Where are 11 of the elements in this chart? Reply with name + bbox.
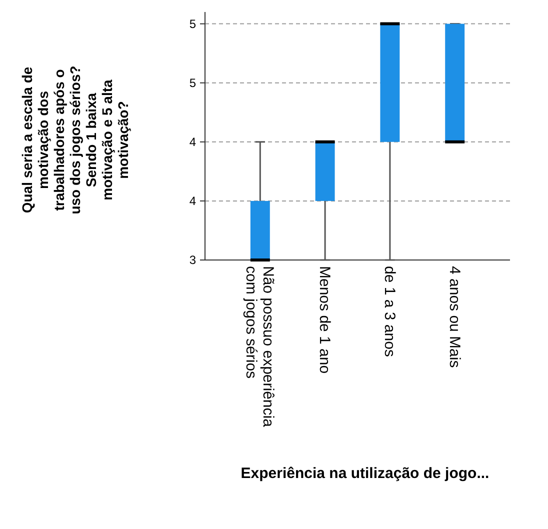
y-tick-label: 4 xyxy=(189,194,196,208)
x-tick-label: Menos de 1 ano xyxy=(316,266,334,374)
x-tick-label: 4 anos ou Mais xyxy=(446,266,463,368)
y-tick-label: 5 xyxy=(189,17,196,32)
y-tick-label: 5 xyxy=(189,76,196,90)
y-tick-label: 3 xyxy=(189,253,196,268)
x-tick-label: Não possuo experiência com jogos sérios xyxy=(242,266,277,428)
y-axis-title: Qual seria a escala de motivação dos trabalhadores após o uso dos jogos sérios? Sendo 1 baixa motivação e 5 alta motivação? xyxy=(19,66,131,214)
x-axis-title: Experiência na utilização de jogo... xyxy=(240,465,490,482)
x-tick-label: de 1 a 3 anos xyxy=(380,266,398,357)
y-tick-label: 4 xyxy=(189,135,196,150)
